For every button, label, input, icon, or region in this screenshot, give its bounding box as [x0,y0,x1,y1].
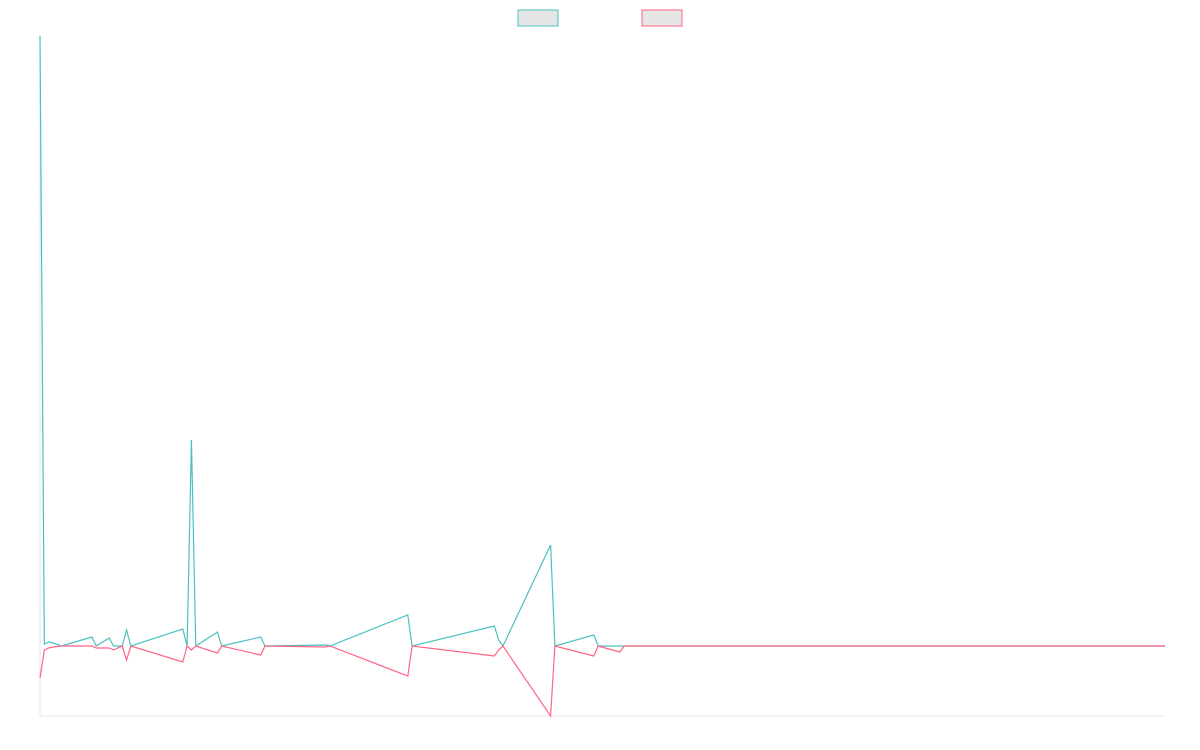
line-series [39,644,1165,718]
line-series [39,35,1165,648]
legend-swatch[interactable] [641,9,683,27]
legend-swatch[interactable] [517,9,559,27]
